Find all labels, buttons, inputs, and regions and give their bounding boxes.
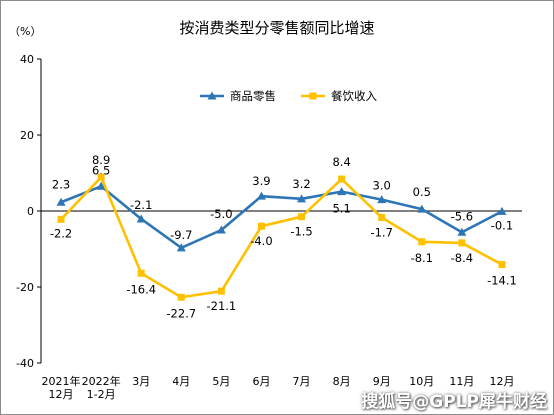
legend-marker-1 <box>207 91 217 100</box>
series-2-point <box>338 175 346 183</box>
series-2-point <box>177 293 185 301</box>
y-tick-label: 0 <box>27 205 34 218</box>
x-tick-label: 5月 <box>212 375 230 388</box>
x-tick-label: 8月 <box>333 375 351 388</box>
series-2-point <box>137 269 145 277</box>
x-tick-label: 7月 <box>293 375 311 388</box>
series-2-data-label: 8.4 <box>332 155 350 169</box>
series-1-data-label: 5.1 <box>332 202 350 216</box>
series-2-data-label: -22.7 <box>166 306 196 320</box>
series-1-point <box>136 214 146 223</box>
series-1-point <box>256 191 266 200</box>
y-tick-label: 40 <box>20 53 34 66</box>
series-1-point <box>377 195 387 204</box>
series-line-1 <box>60 185 503 250</box>
series-2-point <box>458 239 466 247</box>
series-1-data-label: -5.6 <box>451 209 473 223</box>
x-tick-label: 2021年 <box>42 374 81 388</box>
series-1-data-label: 3.0 <box>373 179 391 193</box>
x-tick-label: 12月 <box>489 375 514 388</box>
series-1-point <box>216 225 226 234</box>
x-tick-label: 9月 <box>373 375 391 388</box>
y-axis-unit-label: （%） <box>9 25 41 38</box>
series-1-data-label: 3.2 <box>292 177 310 191</box>
watermark: 搜狐号@GPLP犀牛财经 <box>361 392 547 412</box>
series-2-data-label: -8.4 <box>451 251 473 265</box>
series-2-point <box>97 173 105 181</box>
x-tick-label: 6月 <box>252 375 270 388</box>
x-tick-label: 4月 <box>172 375 190 388</box>
series-1-data-label: 2.3 <box>52 177 70 191</box>
series-1-data-label: 6.5 <box>92 163 110 177</box>
legend-label-2: 餐饮收入 <box>331 89 377 103</box>
x-tick-label: 10月 <box>409 375 434 388</box>
y-tick-label: -40 <box>16 357 34 370</box>
legend-label-1: 商品零售 <box>230 89 276 103</box>
series-1-point <box>297 194 307 203</box>
x-tick-label: 3月 <box>132 375 150 388</box>
y-tick-label: 20 <box>20 129 34 142</box>
series-line-2 <box>60 175 503 299</box>
x-tick-label: 2022年 <box>82 374 121 388</box>
series-1-data-label: -5.0 <box>210 207 232 221</box>
series-2-data-label: -14.1 <box>487 274 517 288</box>
chart-title: 按消费类型分零售额同比增速 <box>179 19 374 37</box>
series-1-point <box>337 187 347 196</box>
series-2-point <box>257 222 265 230</box>
series-1-point <box>176 243 186 252</box>
series-2-data-label: -1.7 <box>370 225 392 239</box>
series-1-data-label: 3.9 <box>252 174 270 188</box>
series-2-data-label: -21.1 <box>206 299 236 313</box>
series-1-point <box>56 197 66 206</box>
series-2-point <box>217 287 225 295</box>
x-tick-label: 12月 <box>49 388 74 401</box>
series-1-data-label: -2.1 <box>130 198 152 212</box>
series-2-point <box>57 215 65 223</box>
series-2-point <box>418 238 426 246</box>
x-tick-label: 11月 <box>449 375 474 388</box>
series-2-data-label: -16.4 <box>126 282 156 296</box>
series-2-data-label: 8.9 <box>92 153 110 167</box>
y-tick-label: -20 <box>16 281 34 294</box>
series-2-data-label: -4.0 <box>250 234 272 248</box>
series-1-data-label: -9.7 <box>170 228 192 242</box>
series-2-data-label: -2.2 <box>50 226 72 240</box>
series-2-point <box>498 261 506 269</box>
x-tick-label: 1-2月 <box>87 388 116 401</box>
series-2-data-label: -8.1 <box>411 251 433 265</box>
series-2-point <box>378 213 386 221</box>
series-1-point <box>417 204 427 213</box>
series-2-point <box>298 213 306 221</box>
series-1-point <box>457 227 467 236</box>
series-1-data-label: 0.5 <box>413 185 431 199</box>
series-1-point <box>497 206 507 215</box>
series-1-point <box>96 181 106 190</box>
series-2-data-label: -1.5 <box>290 225 312 239</box>
legend-marker-2 <box>309 92 317 100</box>
series-1-data-label: -0.1 <box>491 218 513 232</box>
